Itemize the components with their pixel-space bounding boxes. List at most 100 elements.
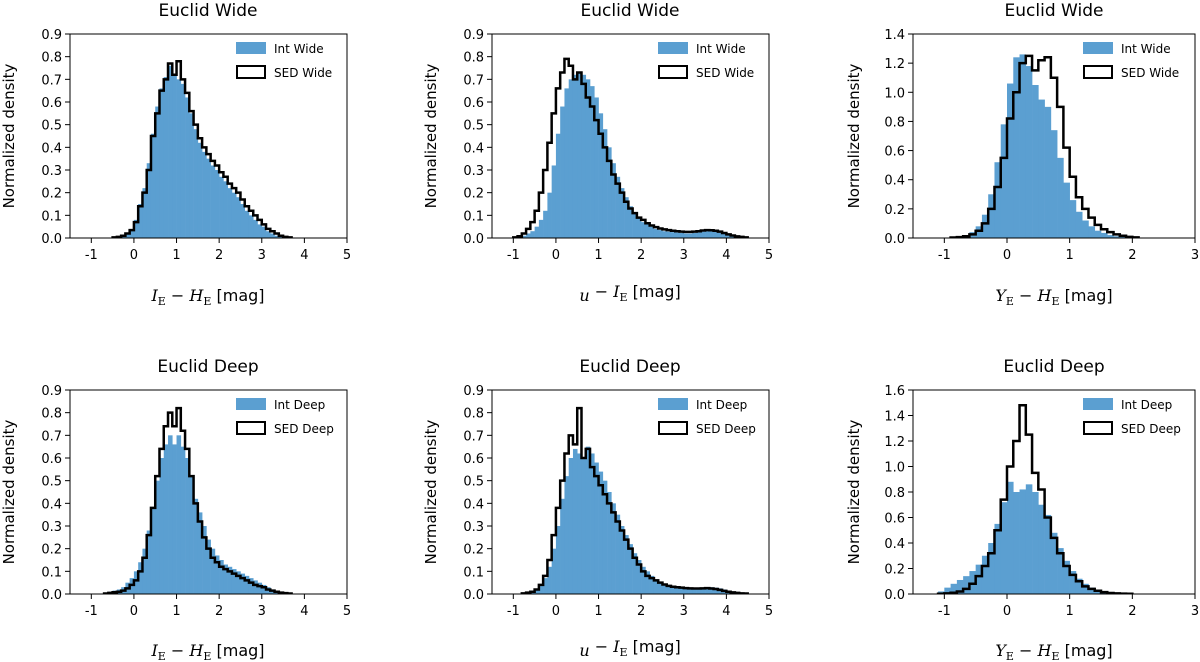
- legend-swatch-sed: [236, 65, 266, 79]
- int-bar: [653, 579, 659, 594]
- int-bar: [236, 197, 241, 238]
- int-bar: [730, 235, 736, 238]
- int-bar: [950, 583, 958, 594]
- int-bar: [581, 458, 587, 594]
- int-bar: [645, 571, 650, 594]
- y-tick-label: 0.6: [463, 96, 484, 111]
- int-bar: [534, 226, 540, 238]
- int-bar: [180, 83, 186, 238]
- int-bar: [1044, 514, 1052, 594]
- int-bar: [248, 578, 254, 594]
- int-bar: [236, 571, 241, 594]
- int-bar: [619, 526, 625, 594]
- legend: Int Wide SED Wide: [658, 42, 754, 80]
- int-bar: [585, 446, 591, 594]
- int-bar: [1082, 583, 1089, 594]
- int-bar: [1019, 54, 1027, 238]
- int-bar: [1069, 571, 1077, 594]
- int-bar: [1013, 492, 1020, 594]
- int-bar: [615, 514, 621, 594]
- y-tick-label: 0.2: [884, 563, 905, 578]
- y-tick-label: 0.4: [884, 174, 905, 189]
- y-tick-label: 0.8: [884, 115, 905, 130]
- int-bar: [223, 564, 228, 594]
- y-tick-label: 0.7: [463, 73, 484, 88]
- sed-step-line: [512, 57, 749, 238]
- int-bar: [1107, 235, 1114, 238]
- int-bar: [692, 588, 697, 594]
- x-tick-label: -1: [85, 248, 98, 263]
- int-bar: [1000, 502, 1008, 594]
- y-tick-label: 0.8: [463, 407, 484, 422]
- int-bar: [1019, 489, 1027, 594]
- int-bar: [705, 587, 710, 594]
- int-bar: [146, 530, 152, 594]
- legend-label-int: Int Wide: [1121, 42, 1171, 56]
- y-axis-ticks: 0.0 0.1 0.2 0.3 0.4 0.5 0.6 0.7 0.8 0.9: [463, 384, 492, 603]
- int-bar: [1101, 232, 1108, 238]
- int-bar: [560, 106, 565, 238]
- int-bar: [244, 575, 250, 594]
- x-tick-label: 4: [722, 248, 730, 263]
- int-histogram: [513, 72, 748, 238]
- int-bar: [125, 233, 130, 238]
- x-tick-label: 1: [172, 604, 180, 619]
- y-axis-label: Normalized density: [0, 419, 18, 564]
- int-bar: [1000, 124, 1008, 238]
- legend-label-sed: SED Deep: [274, 422, 334, 436]
- int-bar: [172, 444, 177, 594]
- int-bar: [683, 587, 689, 594]
- int-bar: [649, 575, 655, 594]
- int-bar: [261, 584, 267, 594]
- int-bar: [227, 188, 233, 238]
- legend-swatch-sed: [658, 421, 688, 435]
- legend-label-int: Int Deep: [274, 398, 325, 412]
- int-bar: [722, 233, 727, 238]
- int-bar: [223, 181, 228, 238]
- int-bar: [150, 507, 156, 594]
- int-bar: [159, 88, 165, 238]
- x-tick-label: 0: [1003, 248, 1011, 263]
- y-tick-label: 1.0: [884, 461, 905, 476]
- y-tick-label: 0.3: [463, 164, 484, 179]
- y-tick-label: 0.6: [463, 452, 484, 467]
- int-bar: [185, 458, 190, 594]
- int-bar: [543, 210, 548, 238]
- int-bar: [138, 562, 143, 594]
- int-bar: [981, 555, 989, 594]
- int-bar: [142, 188, 148, 238]
- int-bar: [1119, 236, 1127, 238]
- int-bar: [227, 566, 233, 594]
- int-bar: [688, 588, 693, 594]
- x-axis-ticks: -1 0 1 2 3 4 5: [85, 238, 351, 263]
- y-tick-label: 0.5: [41, 475, 62, 490]
- legend-swatch-sed: [1083, 65, 1113, 79]
- int-bar: [547, 192, 552, 238]
- y-tick-label: 1.4: [884, 410, 905, 425]
- x-tick-label: 2: [1128, 604, 1136, 619]
- x-axis-ticks: -1 0 1 2 3 4 5: [85, 594, 351, 619]
- x-tick-label: -1: [938, 248, 951, 263]
- y-tick-label: 0.4: [41, 497, 62, 512]
- int-bar: [675, 232, 680, 238]
- x-axis-label: YE − HE [mag]: [995, 286, 1112, 308]
- int-bar: [679, 233, 685, 238]
- y-axis-label: Normalized density: [0, 63, 18, 208]
- x-tick-label: -1: [507, 248, 520, 263]
- int-bar: [581, 74, 587, 238]
- int-bar: [585, 79, 591, 238]
- sed-step-line: [102, 406, 293, 594]
- int-bar: [555, 526, 561, 594]
- x-axis-label: IE − HE [mag]: [150, 286, 264, 308]
- int-bar: [568, 79, 574, 238]
- int-bar: [653, 228, 659, 238]
- y-tick-label: 0.9: [41, 28, 62, 43]
- int-bar: [257, 582, 263, 594]
- x-tick-label: 5: [765, 604, 773, 619]
- y-tick-label: 0.0: [884, 232, 905, 247]
- y-tick-label: 0.8: [463, 51, 484, 66]
- y-axis-ticks: 0.0 0.1 0.2 0.3 0.4 0.5 0.6 0.7 0.8 0.9: [463, 28, 492, 247]
- int-bar: [700, 588, 706, 594]
- int-bar: [981, 214, 989, 238]
- int-bar: [572, 448, 578, 594]
